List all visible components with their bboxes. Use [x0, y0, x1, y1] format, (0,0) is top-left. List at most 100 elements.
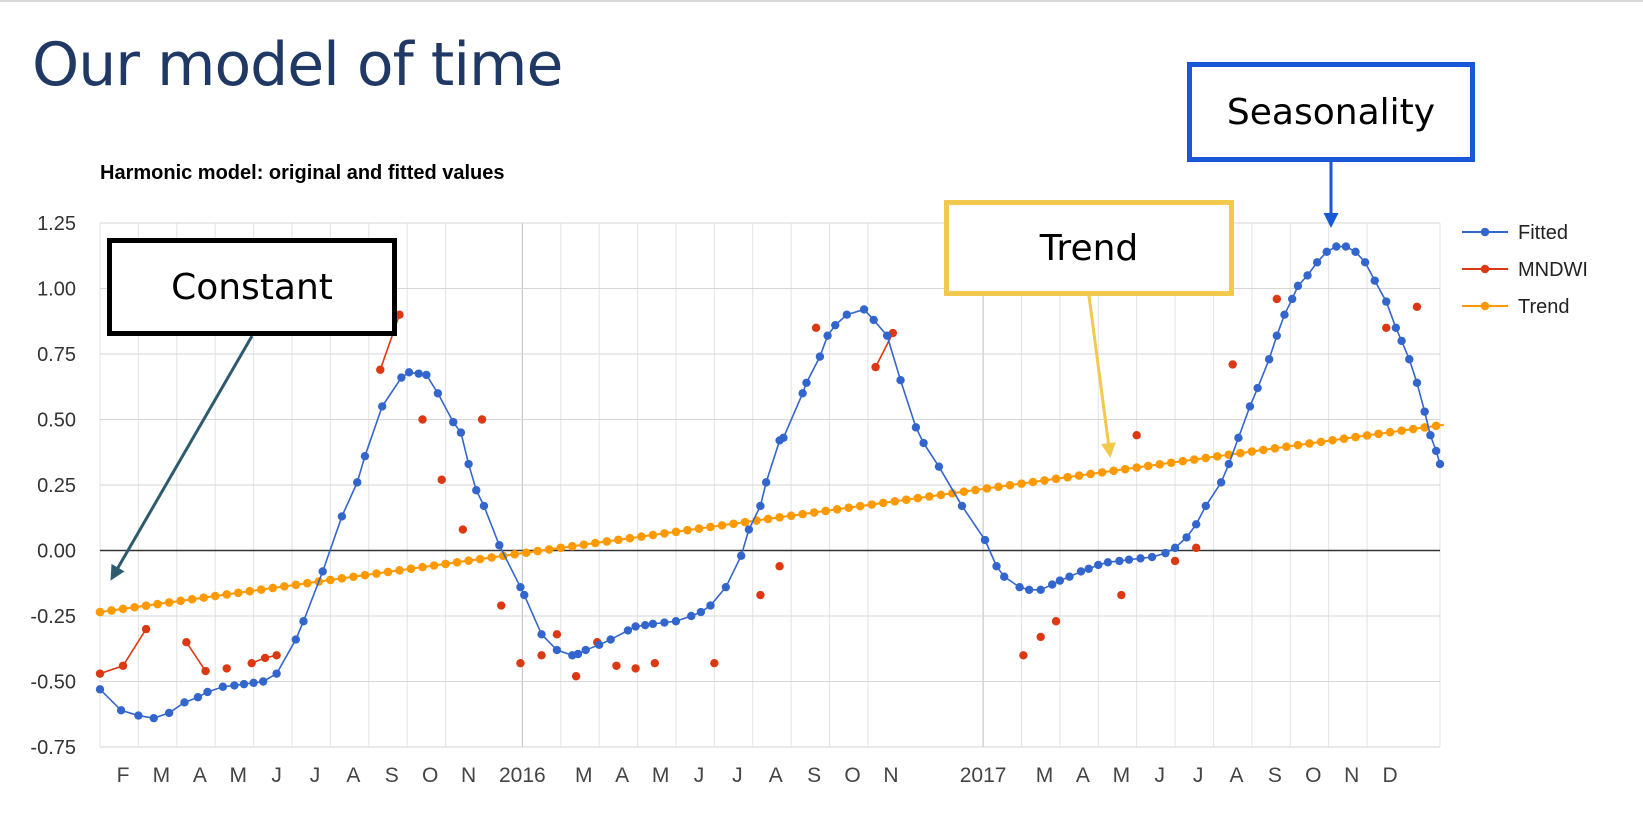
legend-marker [1480, 301, 1490, 311]
fitted-point [671, 617, 681, 626]
y-tick-label: 0.00 [37, 541, 76, 563]
y-tick-label: 0.50 [37, 410, 76, 432]
fitted-point [203, 687, 212, 697]
trend-point [913, 493, 923, 503]
x-tick-label: M [1036, 764, 1054, 787]
x-tick-label: M [229, 764, 247, 787]
fitted-point [1161, 548, 1170, 558]
fitted-point [1312, 258, 1322, 267]
fitted-point [980, 535, 990, 545]
fitted-point [896, 376, 905, 385]
mndwi-point [376, 365, 385, 374]
fitted-point [1426, 431, 1435, 440]
trend-point [487, 553, 496, 562]
fitted-point [495, 541, 504, 550]
x-tick-label: 2016 [499, 764, 546, 787]
fitted-point [337, 512, 347, 521]
trend-point [187, 594, 197, 604]
fitted-point [623, 626, 633, 635]
trend-point [1213, 452, 1222, 461]
mndwi-point [1228, 360, 1237, 369]
fitted-point [95, 685, 105, 694]
trend-point [567, 541, 577, 551]
trend-point [982, 484, 992, 493]
x-tick-label: A [615, 764, 629, 787]
trend-point [544, 545, 554, 554]
trend-point [475, 554, 485, 564]
fitted-point [631, 622, 640, 631]
fitted-point [648, 619, 658, 629]
trend-point [130, 602, 139, 612]
trend-point [452, 557, 462, 567]
trend-point [1408, 424, 1418, 434]
trend-point [1247, 447, 1257, 456]
fitted-point [272, 669, 281, 678]
x-tick-label: D [1383, 764, 1398, 787]
mndwi-point [395, 310, 404, 319]
fitted-point [992, 562, 1001, 571]
mndwi-point [247, 658, 256, 668]
trend-point [418, 562, 427, 572]
fitted-point [779, 433, 788, 443]
trend-point [844, 503, 854, 513]
fitted-point [1391, 323, 1401, 332]
trend-point [579, 540, 589, 549]
trend-point [164, 598, 174, 607]
mndwi-point [222, 664, 231, 673]
trend-point [533, 546, 543, 556]
trend-point [233, 588, 243, 598]
fitted-point [1103, 558, 1113, 567]
trend-point [1305, 439, 1314, 448]
x-tick-label: M [652, 764, 670, 787]
x-tick-label: J [271, 764, 282, 787]
fitted-point [472, 486, 481, 495]
fitted-point [660, 618, 669, 627]
fitted-point [934, 462, 944, 471]
trend-point [878, 498, 888, 508]
fitted-point [449, 417, 458, 427]
fitted-point [552, 645, 562, 655]
fitted-point [1253, 383, 1262, 393]
trend-point [1293, 440, 1303, 450]
y-tick-label: 1.00 [37, 279, 76, 301]
fitted-point [1351, 247, 1360, 257]
mndwi-point [477, 415, 487, 424]
fitted-point [1431, 446, 1441, 456]
fitted-point [1287, 294, 1297, 304]
fitted-point [318, 567, 327, 576]
trend-point [625, 533, 635, 543]
mndwi-point [1272, 294, 1282, 304]
fitted-point [798, 389, 807, 398]
fitted-point [721, 582, 731, 592]
fitted-point [1036, 585, 1045, 594]
x-tick-label: S [385, 764, 399, 787]
fitted-point [1048, 580, 1057, 589]
trend-point [118, 604, 128, 614]
mndwi-point [571, 672, 581, 681]
trend-point [1051, 474, 1061, 484]
mndwi-point [650, 658, 660, 668]
trend-point [1155, 460, 1165, 469]
trend-point [832, 505, 842, 514]
trend-point [948, 488, 957, 498]
trend-point [798, 509, 807, 519]
x-tick-label: 2017 [960, 764, 1007, 787]
mndwi-point [710, 658, 719, 668]
trend-point [199, 593, 208, 602]
fitted-point [687, 611, 696, 621]
fitted-point [1322, 247, 1331, 257]
legend-marker [1480, 264, 1490, 274]
fitted-point [299, 617, 308, 626]
mndwi-point [1132, 431, 1141, 440]
fitted-point [397, 373, 406, 382]
fitted-point [1332, 242, 1341, 251]
trend-point [1097, 468, 1107, 477]
fitted-point [1124, 555, 1134, 564]
fitted-point [831, 320, 840, 330]
x-tick-label: A [193, 764, 207, 787]
series-fitted [95, 242, 1445, 723]
trend-point [637, 532, 646, 541]
fitted-point [134, 711, 143, 720]
fitted-point [1360, 258, 1370, 267]
fitted-point [1341, 242, 1351, 251]
